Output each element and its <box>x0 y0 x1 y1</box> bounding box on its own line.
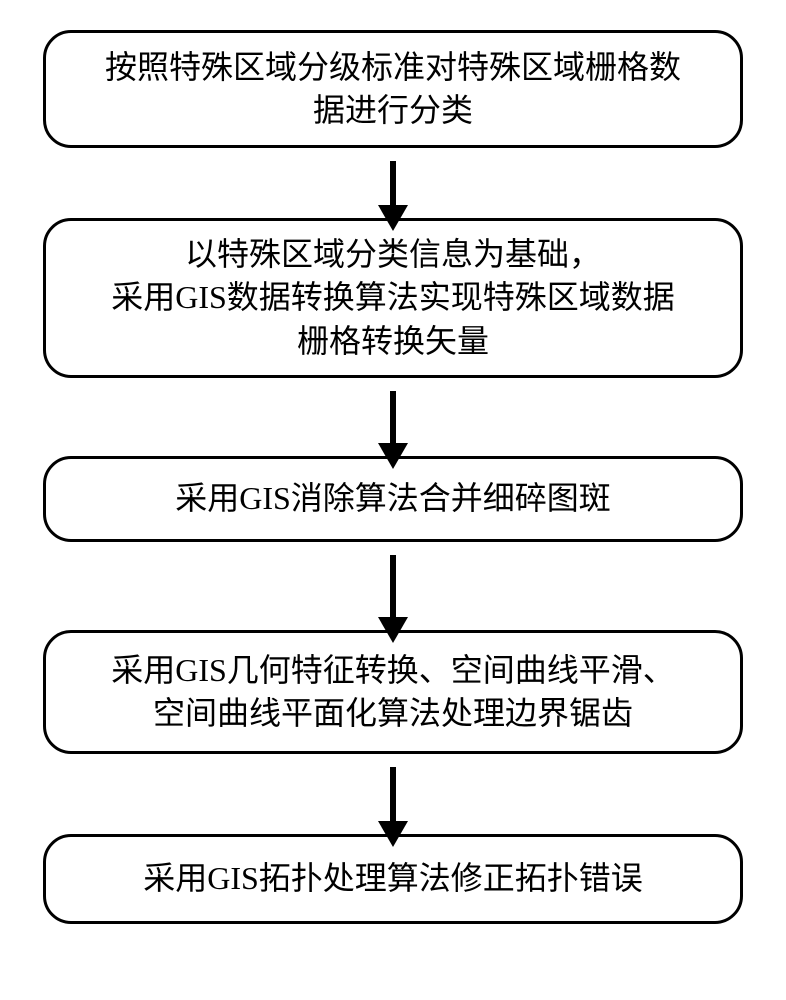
flow-node-text: 按照特殊区域分级标准对特殊区域栅格数 <box>105 46 681 89</box>
flow-node-text: 空间曲线平面化算法处理边界锯齿 <box>153 692 633 735</box>
flow-node-text: 以特殊区域分类信息为基础， <box>185 233 601 276</box>
flow-node-text: 栅格转换矢量 <box>297 320 489 363</box>
flow-arrow-1 <box>390 148 396 218</box>
flow-node-text: 采用GIS数据转换算法实现特殊区域数据 <box>111 276 675 319</box>
flowchart-container: 按照特殊区域分级标准对特殊区域栅格数据进行分类以特殊区域分类信息为基础，采用GI… <box>43 30 743 924</box>
arrow-down-icon <box>390 767 396 821</box>
flow-node-text: 采用GIS几何特征转换、空间曲线平滑、 <box>111 649 675 692</box>
flow-node-5: 采用GIS拓扑处理算法修正拓扑错误 <box>43 834 743 924</box>
flow-arrow-3 <box>390 542 396 630</box>
flow-node-text: 采用GIS消除算法合并细碎图斑 <box>175 477 611 520</box>
flow-node-2: 以特殊区域分类信息为基础，采用GIS数据转换算法实现特殊区域数据栅格转换矢量 <box>43 218 743 378</box>
arrow-down-icon <box>390 391 396 443</box>
flow-node-4: 采用GIS几何特征转换、空间曲线平滑、空间曲线平面化算法处理边界锯齿 <box>43 630 743 754</box>
arrow-down-icon <box>390 555 396 617</box>
flow-node-text: 据进行分类 <box>313 89 473 132</box>
flow-arrow-2 <box>390 378 396 456</box>
flow-arrow-4 <box>390 754 396 834</box>
flow-node-text: 采用GIS拓扑处理算法修正拓扑错误 <box>143 857 643 900</box>
arrow-down-icon <box>390 161 396 205</box>
flow-node-1: 按照特殊区域分级标准对特殊区域栅格数据进行分类 <box>43 30 743 148</box>
